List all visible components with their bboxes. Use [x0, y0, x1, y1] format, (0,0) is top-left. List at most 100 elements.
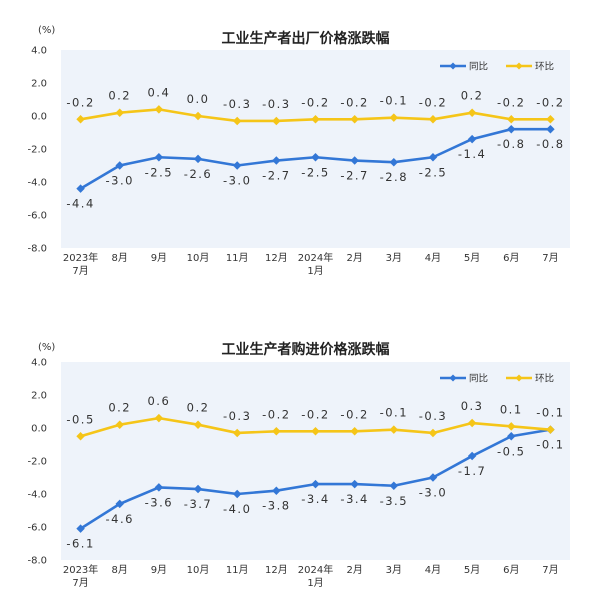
data-point: [467, 451, 477, 461]
data-label: -4.0: [223, 502, 251, 516]
series-mom: -0.5 0.2 0.6 0.2 -0.3 -0.2 -0.2 -0.2 -0.1 -0.3 0.3…: [66, 394, 564, 441]
legend-entry: 同比: [440, 373, 488, 385]
legend-entry: 环比: [506, 61, 554, 73]
data-point: [76, 184, 85, 193]
y-tick-label: -8.0: [27, 556, 47, 567]
data-label: 0.2: [108, 401, 131, 415]
data-label: 0.6: [147, 394, 170, 408]
legend-label: 环比: [535, 373, 554, 385]
x-tick-label: 5月: [464, 564, 480, 576]
data-point: [193, 111, 203, 121]
x-tick-label: 3月: [386, 564, 402, 576]
data-point: [232, 161, 242, 170]
data-label: -0.1: [536, 406, 564, 420]
y-tick-label: 0.0: [31, 112, 47, 123]
data-label: -3.0: [223, 174, 251, 188]
data-label: -0.8: [497, 137, 525, 151]
x-tick-label: 11月: [226, 252, 249, 264]
data-point: [272, 156, 281, 165]
y-unit-label: (%): [38, 25, 55, 36]
x-tick-label: 6月: [503, 252, 519, 264]
data-label: -3.0: [419, 486, 447, 500]
data-point: [115, 161, 124, 170]
data-point: [428, 473, 438, 482]
data-label: -0.5: [497, 444, 525, 458]
data-point: [115, 499, 124, 509]
data-point: [350, 479, 359, 489]
x-tick-label: 4月: [425, 564, 441, 576]
data-point: [428, 115, 438, 124]
x-tick-label: 2月: [346, 564, 362, 576]
x-tick-label: 8月: [112, 564, 128, 576]
x-tick-label: 2023年 7月: [63, 251, 98, 277]
data-label: 0.1: [500, 402, 523, 416]
data-point: [389, 425, 399, 434]
data-label: -3.7: [184, 497, 212, 511]
data-label: -0.2: [262, 407, 290, 421]
data-label: -0.1: [380, 94, 408, 108]
x-tick-label: 6月: [503, 564, 519, 576]
data-label: -2.5: [145, 165, 173, 179]
data-point: [428, 428, 438, 438]
data-label: 0.3: [461, 399, 484, 413]
data-label: 0.2: [187, 401, 210, 415]
plot-area: [61, 362, 570, 560]
data-point: [467, 134, 477, 144]
data-label: -0.2: [301, 407, 329, 421]
x-tick-label: 4月: [425, 252, 441, 264]
data-label: -1.4: [458, 147, 486, 161]
x-tick-label: 9月: [151, 564, 167, 576]
data-label: -0.2: [536, 95, 564, 109]
data-point: [193, 484, 203, 494]
data-label: -0.3: [262, 97, 290, 111]
data-point: [154, 153, 164, 162]
y-unit-label: (%): [38, 342, 55, 353]
data-point: [389, 113, 399, 122]
data-label: -0.2: [419, 95, 447, 109]
data-label: -0.5: [66, 412, 94, 426]
data-label: -3.8: [262, 499, 290, 513]
data-point: [232, 489, 242, 499]
y-tick-label: -4.0: [27, 490, 47, 501]
data-label: -4.6: [106, 512, 134, 526]
x-tick-label: 7月: [542, 564, 558, 576]
data-point: [311, 479, 320, 489]
data-label: -0.1: [380, 406, 408, 420]
data-label: -3.5: [380, 494, 408, 508]
data-point: [467, 108, 477, 117]
data-point: [311, 153, 320, 162]
data-point: [350, 427, 359, 436]
y-tick-label: -6.0: [27, 211, 47, 222]
data-point: [389, 157, 399, 167]
x-tick-label: 12月: [265, 564, 288, 576]
data-point: [272, 116, 281, 126]
data-point: [467, 418, 477, 428]
legend-label: 同比: [469, 61, 488, 73]
y-tick-label: 0.0: [31, 424, 47, 435]
data-label: -1.7: [458, 464, 486, 478]
y-tick-label: -4.0: [27, 178, 47, 189]
legend-label: 同比: [469, 373, 488, 385]
x-tick-label: 2023年 7月: [63, 563, 98, 589]
data-label: -2.5: [419, 165, 447, 179]
data-label: -0.8: [536, 137, 564, 151]
x-tick-label: 12月: [265, 252, 288, 264]
data-point: [272, 427, 281, 436]
data-label: -0.2: [66, 95, 94, 109]
data-point: [154, 413, 164, 423]
data-point: [154, 483, 164, 492]
y-tick-label: 2.0: [31, 79, 47, 90]
data-label: -3.6: [145, 495, 173, 509]
data-label: -0.2: [340, 95, 368, 109]
x-tick-label: 2月: [346, 252, 362, 264]
series-mom: -0.2 0.2 0.4 0.0 -0.3 -0.3 -0.2 -0.2 -0.1 -0.2 0.2…: [66, 85, 564, 126]
data-label: 0.4: [147, 85, 170, 99]
legend-label: 环比: [535, 61, 554, 73]
series-yoy: -6.1 -4.6 -3.6 -3.7 -4.0 -3.8 -3.4 -3.4 -3.5 -3.0…: [66, 425, 563, 551]
data-label: -0.2: [340, 407, 368, 421]
data-label: -3.0: [106, 174, 134, 188]
data-label: -0.2: [301, 95, 329, 109]
data-point: [115, 420, 124, 429]
data-point: [232, 428, 242, 438]
data-label: 0.0: [187, 92, 210, 106]
